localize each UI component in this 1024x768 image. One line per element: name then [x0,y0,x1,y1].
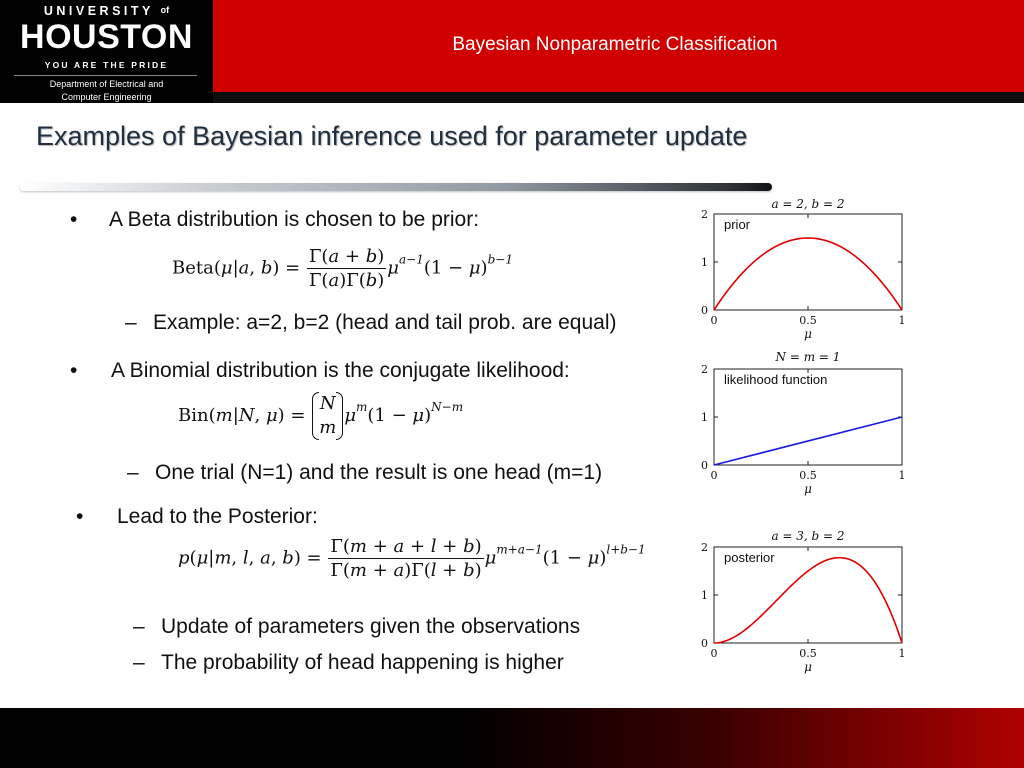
sub-bullet-one-trial: – One trial (N=1) and the result is one h… [127,461,602,485]
sub-dash: – [133,651,145,674]
bullet-glyph: • [70,208,78,231]
logo-divider [14,75,197,76]
sub-bullet-example: – Example: a=2, b=2 (head and tail prob. … [125,311,616,335]
sub-bullet-text: One trial (N=1) and the result is one he… [155,461,603,484]
sub-bullet-update: – Update of parameters given the observat… [133,615,580,639]
y-tick-label: 0 [701,304,708,317]
title-divider [20,183,772,191]
university-logo: UNIVERSITY of HOUSTON YOU ARE THE PRIDE … [0,0,213,103]
formula-posterior: p(μ|m, l, a, b) = Γ(m + a + l + b) Γ(m + … [178,536,646,581]
bullet-text: A Binomial distribution is the conjugate… [111,359,570,382]
x-axis-label: μ [804,660,812,674]
x-tick-label: 0.5 [799,314,817,327]
y-tick-label: 2 [701,363,708,376]
formula-beta-prior: Beta(μ|a, b) = Γ(a + b) Γ(a)Γ(b) μa−1(1 − … [172,246,513,291]
plot-caption: N = m = 1 [775,350,841,364]
department-name: Department of Electrical and Computer En… [49,79,164,102]
sub-dash: – [133,615,145,638]
plot-caption: a = 2, b = 2 [771,197,844,211]
y-tick-label: 2 [701,541,708,554]
sub-bullet-text: Update of parameters given the observati… [161,615,581,638]
y-tick-label: 1 [701,256,708,269]
series-line [713,237,903,311]
sub-bullet-text: The probability of head happening is hig… [161,651,564,674]
x-tick-label: 0 [711,469,718,482]
sub-dash: – [125,311,137,334]
x-tick-label: 1 [899,469,906,482]
y-tick-label: 0 [701,637,708,650]
series-line [713,556,903,644]
y-tick-label: 2 [701,208,708,221]
x-axis-label: μ [804,482,812,496]
header-underline [0,92,1024,103]
sub-dash: – [127,461,139,484]
bullet-text: A Beta distribution is chosen to be prio… [109,208,480,231]
x-tick-label: 1 [899,314,906,327]
x-tick-label: 0.5 [799,647,817,660]
series-label: posterior [724,550,775,565]
header-title: Bayesian Nonparametric Classification [452,34,778,55]
x-axis-label: μ [804,327,812,341]
bullet-text: Lead to the Posterior: [117,505,318,528]
sub-bullet-probability: – The probability of head happening is hi… [133,651,564,675]
bullet-glyph: • [70,359,78,382]
logo-houston-text: HOUSTON [20,18,193,56]
likelihood-plot: N = m = 1 0 0.5 1 0 1 2 μ likelihood function [701,350,906,496]
x-tick-label: 0.5 [799,469,817,482]
sub-bullet-text: Example: a=2, b=2 (head and tail prob. a… [153,311,617,334]
bullet-glyph: • [76,505,84,528]
series-label: prior [724,217,751,232]
series-line [713,416,903,466]
x-tick-label: 0 [711,647,718,660]
slide-title: Examples of Bayesian inference used for … [36,121,748,151]
plot-caption: a = 3, b = 2 [771,529,844,543]
prior-plot: a = 2, b = 2 0 0.5 1 0 1 2 μ prior [701,197,906,341]
y-tick-label: 1 [701,411,708,424]
footer-bar [0,708,1024,768]
posterior-plot: a = 3, b = 2 0 0.5 1 0 1 2 μ posterior [701,529,906,674]
x-tick-label: 0 [711,314,718,327]
logo-university-text: UNIVERSITY of [43,4,170,18]
series-label: likelihood function [724,372,827,387]
y-tick-label: 1 [701,589,708,602]
logo-tagline: YOU ARE THE PRIDE [44,60,169,70]
x-tick-label: 1 [899,647,906,660]
y-tick-label: 0 [701,459,708,472]
